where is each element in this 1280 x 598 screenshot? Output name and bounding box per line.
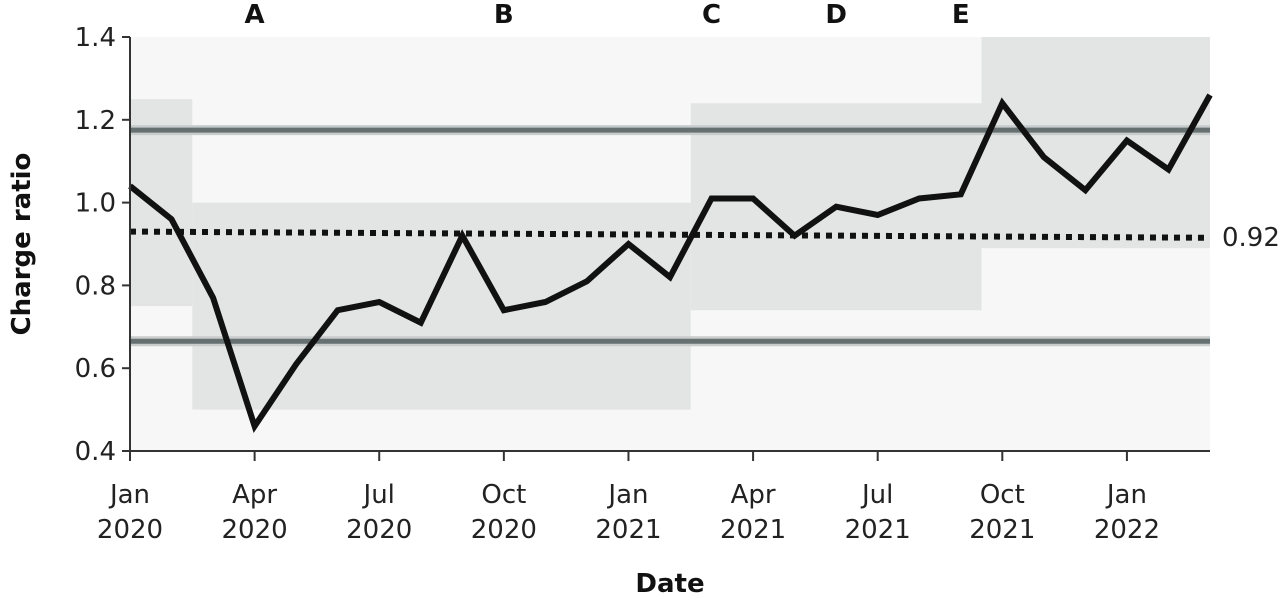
phase-label-b: B bbox=[494, 0, 514, 30]
x-tick-label-year: 2021 bbox=[720, 515, 786, 545]
phase-label-c: C bbox=[702, 0, 721, 30]
y-tick-label: 0.6 bbox=[75, 354, 116, 384]
phase-label-a: A bbox=[245, 0, 265, 30]
y-axis-title: Charge ratio bbox=[7, 153, 37, 336]
x-tick-label-month: Jan bbox=[108, 480, 150, 510]
x-tick-label-month: Oct bbox=[980, 480, 1025, 510]
y-tick-label: 0.4 bbox=[75, 437, 116, 467]
x-tick-label-year: 2021 bbox=[845, 515, 911, 545]
x-tick-label-month: Jan bbox=[1105, 480, 1147, 510]
x-tick-label-month: Apr bbox=[232, 480, 277, 510]
x-tick-label-month: Apr bbox=[731, 480, 776, 510]
phase-label-e: E bbox=[952, 0, 970, 30]
control-band-2 bbox=[192, 202, 691, 410]
x-tick-label-year: 2020 bbox=[471, 515, 537, 545]
x-tick-label-year: 2020 bbox=[97, 515, 163, 545]
x-tick-label-month: Oct bbox=[481, 480, 526, 510]
x-tick-label-year: 2021 bbox=[969, 515, 1035, 545]
control-band-4 bbox=[981, 37, 1210, 249]
phase-label-d: D bbox=[825, 0, 847, 30]
x-tick-label-month: Jan bbox=[606, 480, 648, 510]
x-tick-label-year: 2020 bbox=[222, 515, 288, 545]
x-tick-label-month: Jul bbox=[362, 480, 395, 510]
y-tick-label: 1.2 bbox=[75, 106, 116, 136]
x-axis-title: Date bbox=[635, 569, 704, 598]
y-tick-label: 1.0 bbox=[75, 189, 116, 219]
x-tick-label-year: 2022 bbox=[1094, 515, 1160, 545]
centre-line bbox=[129, 228, 1211, 241]
centre-line-value-label: 0.92 bbox=[1222, 223, 1280, 253]
y-tick-label: 1.4 bbox=[75, 23, 116, 53]
x-tick-label-year: 2021 bbox=[595, 515, 661, 545]
x-tick-label-month: Jul bbox=[860, 480, 893, 510]
x-tick-label-year: 2020 bbox=[346, 515, 412, 545]
y-tick-label: 0.8 bbox=[75, 271, 116, 301]
